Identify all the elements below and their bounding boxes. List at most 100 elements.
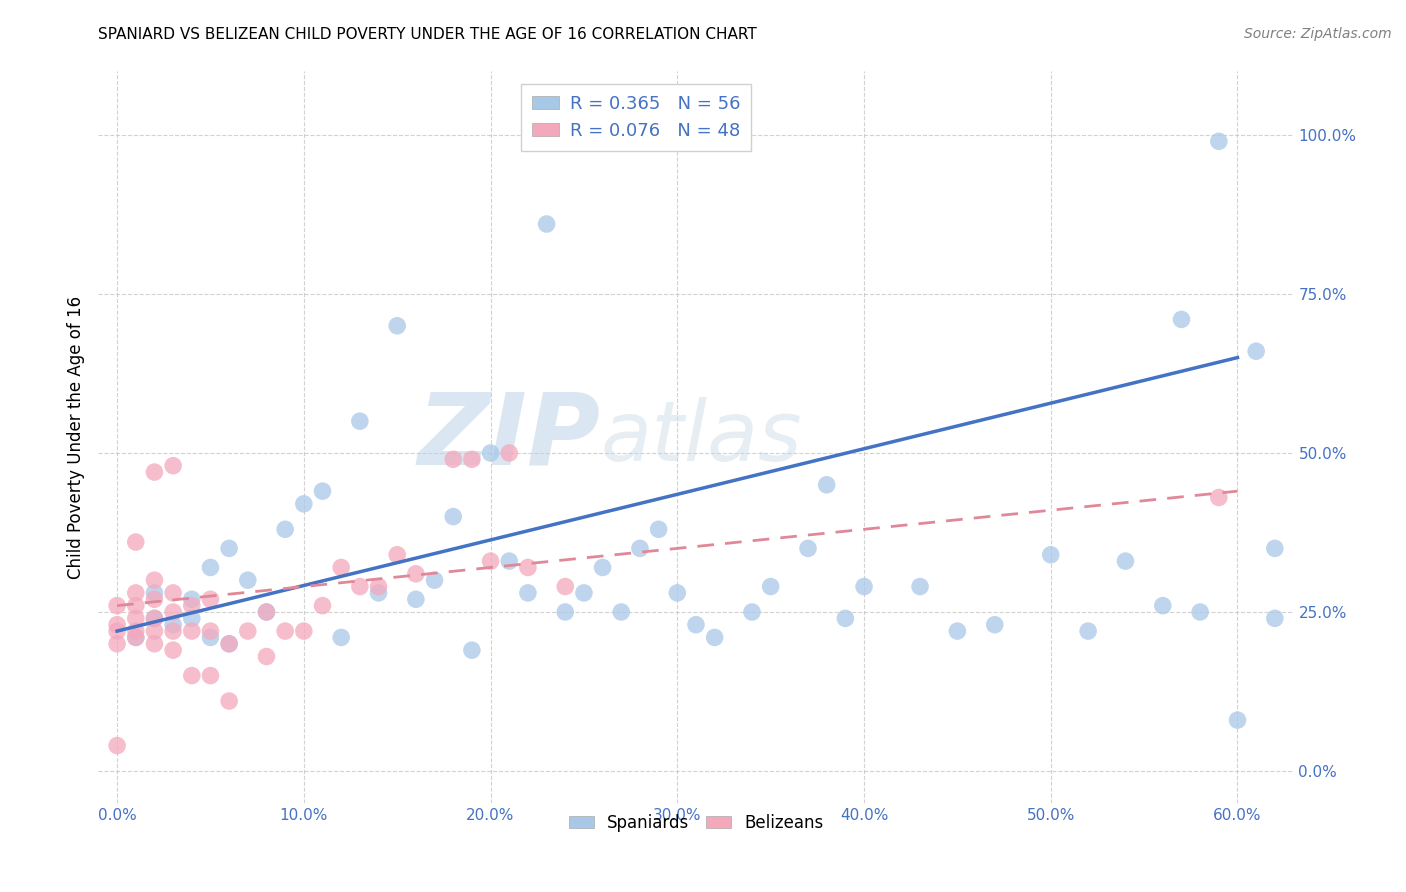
Point bbox=[498, 554, 520, 568]
Point bbox=[330, 560, 353, 574]
Point bbox=[759, 580, 782, 594]
Point bbox=[218, 637, 240, 651]
Point bbox=[125, 535, 148, 549]
Point bbox=[405, 566, 427, 581]
Point bbox=[162, 617, 184, 632]
Point bbox=[908, 580, 931, 594]
Point bbox=[162, 643, 184, 657]
Point bbox=[516, 560, 538, 574]
Point bbox=[143, 624, 166, 638]
Point bbox=[143, 586, 166, 600]
Point bbox=[554, 605, 576, 619]
Point bbox=[984, 617, 1007, 632]
Text: SPANIARD VS BELIZEAN CHILD POVERTY UNDER THE AGE OF 16 CORRELATION CHART: SPANIARD VS BELIZEAN CHILD POVERTY UNDER… bbox=[98, 27, 758, 42]
Point bbox=[610, 605, 633, 619]
Point bbox=[200, 592, 222, 607]
Point bbox=[311, 484, 333, 499]
Point bbox=[180, 611, 202, 625]
Point bbox=[853, 580, 876, 594]
Y-axis label: Child Poverty Under the Age of 16: Child Poverty Under the Age of 16 bbox=[66, 295, 84, 579]
Point bbox=[554, 580, 576, 594]
Point bbox=[125, 631, 148, 645]
Point bbox=[143, 465, 166, 479]
Point bbox=[741, 605, 763, 619]
Point bbox=[105, 624, 128, 638]
Point bbox=[349, 580, 371, 594]
Point bbox=[236, 573, 259, 587]
Point bbox=[330, 631, 353, 645]
Point bbox=[461, 452, 484, 467]
Point bbox=[274, 624, 297, 638]
Point bbox=[162, 605, 184, 619]
Text: atlas: atlas bbox=[600, 397, 801, 477]
Point bbox=[143, 573, 166, 587]
Point bbox=[815, 477, 838, 491]
Point bbox=[441, 452, 464, 467]
Point bbox=[180, 668, 202, 682]
Point bbox=[311, 599, 333, 613]
Point bbox=[162, 624, 184, 638]
Point bbox=[536, 217, 558, 231]
Point bbox=[1264, 611, 1286, 625]
Point bbox=[200, 631, 222, 645]
Point bbox=[180, 624, 202, 638]
Point bbox=[143, 611, 166, 625]
Point bbox=[218, 637, 240, 651]
Point bbox=[200, 560, 222, 574]
Point bbox=[405, 592, 427, 607]
Point bbox=[236, 624, 259, 638]
Point bbox=[628, 541, 651, 556]
Point bbox=[292, 497, 315, 511]
Point bbox=[162, 458, 184, 473]
Point bbox=[367, 580, 389, 594]
Point bbox=[180, 592, 202, 607]
Point bbox=[516, 586, 538, 600]
Point bbox=[1170, 312, 1192, 326]
Point bbox=[1039, 548, 1062, 562]
Point bbox=[479, 446, 502, 460]
Point bbox=[143, 592, 166, 607]
Point bbox=[125, 624, 148, 638]
Point bbox=[125, 599, 148, 613]
Legend: Spaniards, Belizeans: Spaniards, Belizeans bbox=[562, 807, 830, 838]
Point bbox=[1264, 541, 1286, 556]
Point bbox=[423, 573, 446, 587]
Point bbox=[1208, 491, 1230, 505]
Point bbox=[218, 541, 240, 556]
Point bbox=[946, 624, 969, 638]
Point bbox=[666, 586, 689, 600]
Point bbox=[834, 611, 856, 625]
Point bbox=[703, 631, 725, 645]
Point bbox=[385, 318, 409, 333]
Point bbox=[125, 586, 148, 600]
Point bbox=[200, 668, 222, 682]
Point bbox=[143, 611, 166, 625]
Point bbox=[105, 617, 128, 632]
Point bbox=[1226, 713, 1249, 727]
Point bbox=[498, 446, 520, 460]
Point bbox=[367, 586, 389, 600]
Text: ZIP: ZIP bbox=[418, 389, 600, 485]
Point bbox=[592, 560, 614, 574]
Text: Source: ZipAtlas.com: Source: ZipAtlas.com bbox=[1244, 27, 1392, 41]
Point bbox=[125, 631, 148, 645]
Point bbox=[274, 522, 297, 536]
Point bbox=[292, 624, 315, 638]
Point bbox=[1077, 624, 1099, 638]
Point bbox=[385, 548, 409, 562]
Point bbox=[180, 599, 202, 613]
Point bbox=[1152, 599, 1174, 613]
Point bbox=[256, 649, 278, 664]
Point bbox=[143, 637, 166, 651]
Point bbox=[441, 509, 464, 524]
Point bbox=[461, 643, 484, 657]
Point bbox=[797, 541, 820, 556]
Point bbox=[105, 599, 128, 613]
Point bbox=[256, 605, 278, 619]
Point bbox=[125, 611, 148, 625]
Point bbox=[162, 586, 184, 600]
Point bbox=[1208, 134, 1230, 148]
Point bbox=[1189, 605, 1212, 619]
Point bbox=[218, 694, 240, 708]
Point bbox=[1114, 554, 1136, 568]
